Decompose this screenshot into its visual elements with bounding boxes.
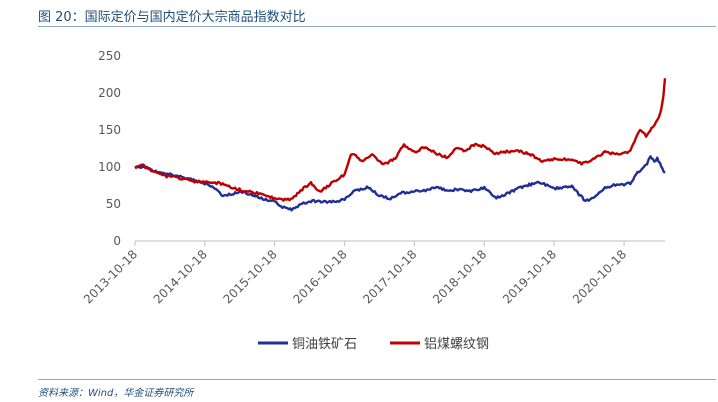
y-tick-label: 250 — [98, 49, 121, 63]
x-axis-ticks: 2013-10-18 2014-10-18 2015-10-18 2016-10-18… — [81, 241, 629, 306]
legend-label: 铝煤螺纹钢 — [424, 337, 489, 352]
figure-source: 资料来源：Wind，华金证券研究所 — [38, 388, 194, 399]
legend-label: 铜油铁矿石 — [292, 337, 357, 352]
x-tick-label: 2019-10-18 — [500, 247, 559, 306]
y-tick-label: 200 — [98, 86, 121, 100]
x-tick-label: 2016-10-18 — [291, 247, 350, 306]
series-lines — [134, 78, 667, 212]
figure-title: 图 20：国际定价与国内定价大宗商品指数对比 — [38, 10, 306, 25]
x-tick-label: 2018-10-18 — [430, 247, 489, 306]
x-tick-label: 2015-10-18 — [221, 247, 280, 306]
y-tick-label: 100 — [98, 160, 121, 174]
y-axis-ticks: 0 50 100 150 200 250 — [98, 49, 121, 248]
x-tick-label: 2014-10-18 — [151, 247, 210, 306]
source-divider — [38, 379, 716, 380]
chart-legend: 铜油铁矿石 铝煤螺纹钢 — [258, 337, 489, 352]
figure-header: 图 20：国际定价与国内定价大宗商品指数对比 — [0, 0, 718, 27]
y-tick-label: 0 — [113, 234, 121, 248]
x-tick-label: 2017-10-18 — [360, 247, 419, 306]
x-tick-label: 2013-10-18 — [81, 247, 140, 306]
y-tick-label: 150 — [98, 123, 121, 137]
title-divider — [38, 26, 716, 27]
y-tick-label: 50 — [106, 197, 121, 211]
series-line-1 — [134, 155, 666, 212]
series-line-2 — [134, 78, 667, 202]
x-tick-label: 2020-10-18 — [570, 247, 629, 306]
commodity-index-line-chart: 0 50 100 150 200 250 2013-10-18 2014-10-18 2015… — [81, 49, 667, 352]
